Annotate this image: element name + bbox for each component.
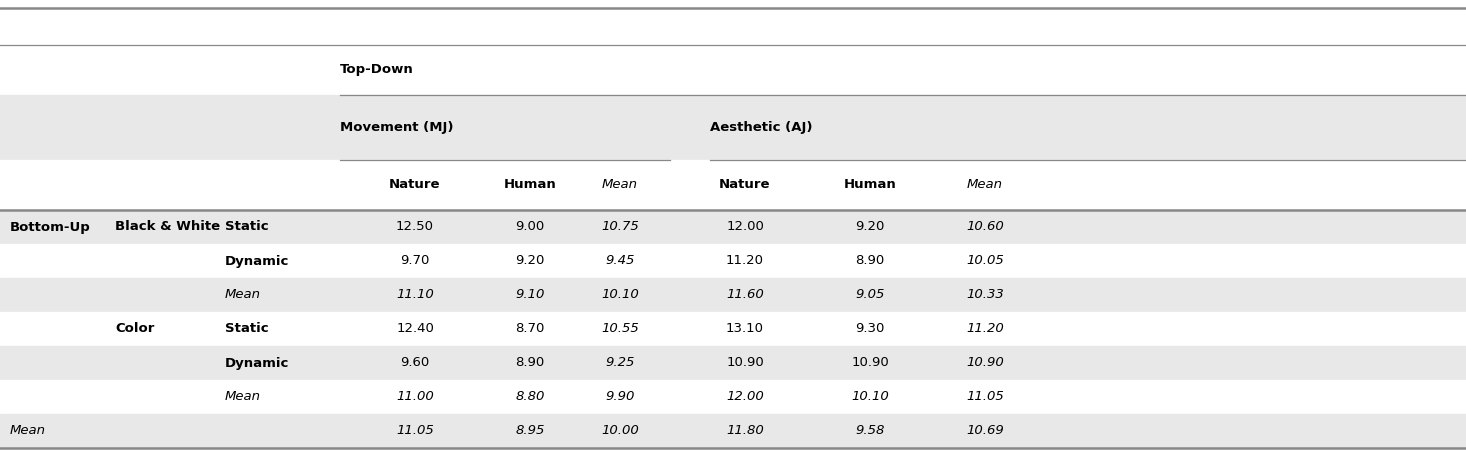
Text: Aesthetic (AJ): Aesthetic (AJ) [710, 121, 812, 134]
Bar [0, 210, 1466, 244]
Text: 10.33: 10.33 [966, 289, 1004, 302]
Text: Top-Down: Top-Down [340, 63, 413, 77]
Text: 12.00: 12.00 [726, 390, 764, 404]
Bar [0, 380, 1466, 414]
Bar [0, 244, 1466, 278]
Text: 10.60: 10.60 [966, 221, 1004, 233]
Text: Human: Human [504, 178, 557, 192]
Text: 9.20: 9.20 [516, 255, 545, 268]
Text: 9.60: 9.60 [400, 357, 430, 370]
Text: Nature: Nature [720, 178, 771, 192]
Text: 9.10: 9.10 [516, 289, 545, 302]
Text: 11.80: 11.80 [726, 424, 764, 438]
Text: Mean: Mean [968, 178, 1003, 192]
Text: Nature: Nature [390, 178, 441, 192]
Text: 10.55: 10.55 [601, 323, 639, 336]
Text: 9.30: 9.30 [855, 323, 884, 336]
Text: 9.70: 9.70 [400, 255, 430, 268]
Bar [0, 346, 1466, 380]
Text: 8.90: 8.90 [516, 357, 545, 370]
Text: 10.00: 10.00 [601, 424, 639, 438]
Text: Color: Color [114, 323, 154, 336]
Text: 11.20: 11.20 [966, 323, 1004, 336]
Text: Mean: Mean [224, 390, 261, 404]
Text: 11.20: 11.20 [726, 255, 764, 268]
Text: 9.25: 9.25 [605, 357, 635, 370]
Text: 13.10: 13.10 [726, 323, 764, 336]
Text: 8.95: 8.95 [516, 424, 545, 438]
Bar [0, 414, 1466, 448]
Text: Bottom-Up: Bottom-Up [10, 221, 91, 233]
Bar [0, 95, 1466, 160]
Text: 10.90: 10.90 [726, 357, 764, 370]
Text: 10.90: 10.90 [966, 357, 1004, 370]
Text: 9.20: 9.20 [855, 221, 884, 233]
Text: 12.50: 12.50 [396, 221, 434, 233]
Text: 10.75: 10.75 [601, 221, 639, 233]
Text: 8.80: 8.80 [516, 390, 545, 404]
Text: Movement (MJ): Movement (MJ) [340, 121, 453, 134]
Text: 8.70: 8.70 [516, 323, 545, 336]
Text: 11.05: 11.05 [396, 424, 434, 438]
Text: 11.05: 11.05 [966, 390, 1004, 404]
Text: 9.45: 9.45 [605, 255, 635, 268]
Text: 9.05: 9.05 [855, 289, 884, 302]
Text: Dynamic: Dynamic [224, 255, 289, 268]
Bar [0, 45, 1466, 95]
Text: 11.10: 11.10 [396, 289, 434, 302]
Bar [0, 278, 1466, 312]
Bar [0, 0, 1466, 45]
Text: 9.58: 9.58 [855, 424, 884, 438]
Text: Black & White: Black & White [114, 221, 220, 233]
Text: 10.90: 10.90 [852, 357, 888, 370]
Text: 10.05: 10.05 [966, 255, 1004, 268]
Text: Static: Static [224, 323, 268, 336]
Text: Mean: Mean [603, 178, 638, 192]
Text: 10.10: 10.10 [852, 390, 888, 404]
Text: Mean: Mean [224, 289, 261, 302]
Text: 12.00: 12.00 [726, 221, 764, 233]
Text: Dynamic: Dynamic [224, 357, 289, 370]
Text: 11.60: 11.60 [726, 289, 764, 302]
Text: 8.90: 8.90 [855, 255, 884, 268]
Text: 11.00: 11.00 [396, 390, 434, 404]
Text: 9.90: 9.90 [605, 390, 635, 404]
Bar [0, 160, 1466, 210]
Text: Static: Static [224, 221, 268, 233]
Text: Human: Human [843, 178, 896, 192]
Bar [0, 312, 1466, 346]
Text: Mean: Mean [10, 424, 45, 438]
Text: 9.00: 9.00 [516, 221, 545, 233]
Text: 10.10: 10.10 [601, 289, 639, 302]
Text: 12.40: 12.40 [396, 323, 434, 336]
Text: 10.69: 10.69 [966, 424, 1004, 438]
